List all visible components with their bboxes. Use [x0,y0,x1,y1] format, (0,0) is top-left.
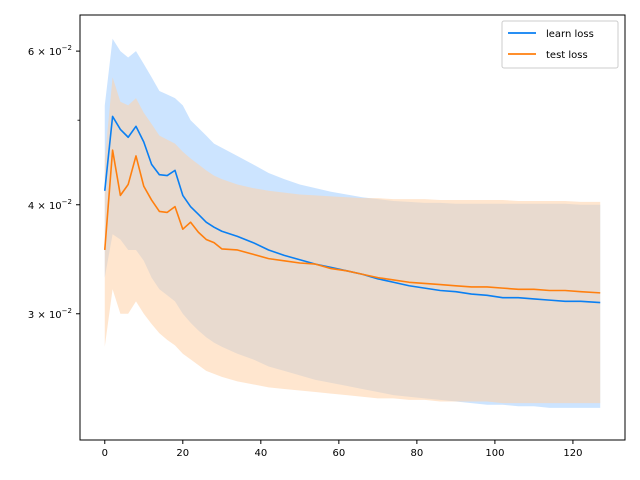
test-loss-band [104,77,601,404]
learn-loss-line [103,115,601,304]
x-axis: 0 20 40 60 80 100 120 [102,440,582,459]
y-tick-label: 3 × 10−2 [28,307,72,321]
y-tick-label: 4 × 10−2 [28,198,72,212]
series-lines [103,115,601,304]
test-loss-line [103,149,601,294]
x-tick-label: 0 [102,448,108,459]
x-tick-label: 20 [176,448,189,459]
x-tick-label: 60 [332,448,345,459]
x-tick-label: 120 [563,448,582,459]
y-tick-label: 6 × 10−2 [28,44,72,58]
x-tick-label: 100 [485,448,504,459]
test-loss-legend-label: test loss [546,50,588,61]
y-axis: 3 × 10−2 4 × 10−2 6 × 10−2 [28,44,80,321]
legend: learn loss test loss [501,20,619,69]
axes-frame [79,14,626,441]
x-tick-label: 40 [254,448,267,459]
x-tick-label: 80 [411,448,424,459]
learn-loss-legend-label: learn loss [546,29,594,40]
confidence-bands [104,38,601,408]
